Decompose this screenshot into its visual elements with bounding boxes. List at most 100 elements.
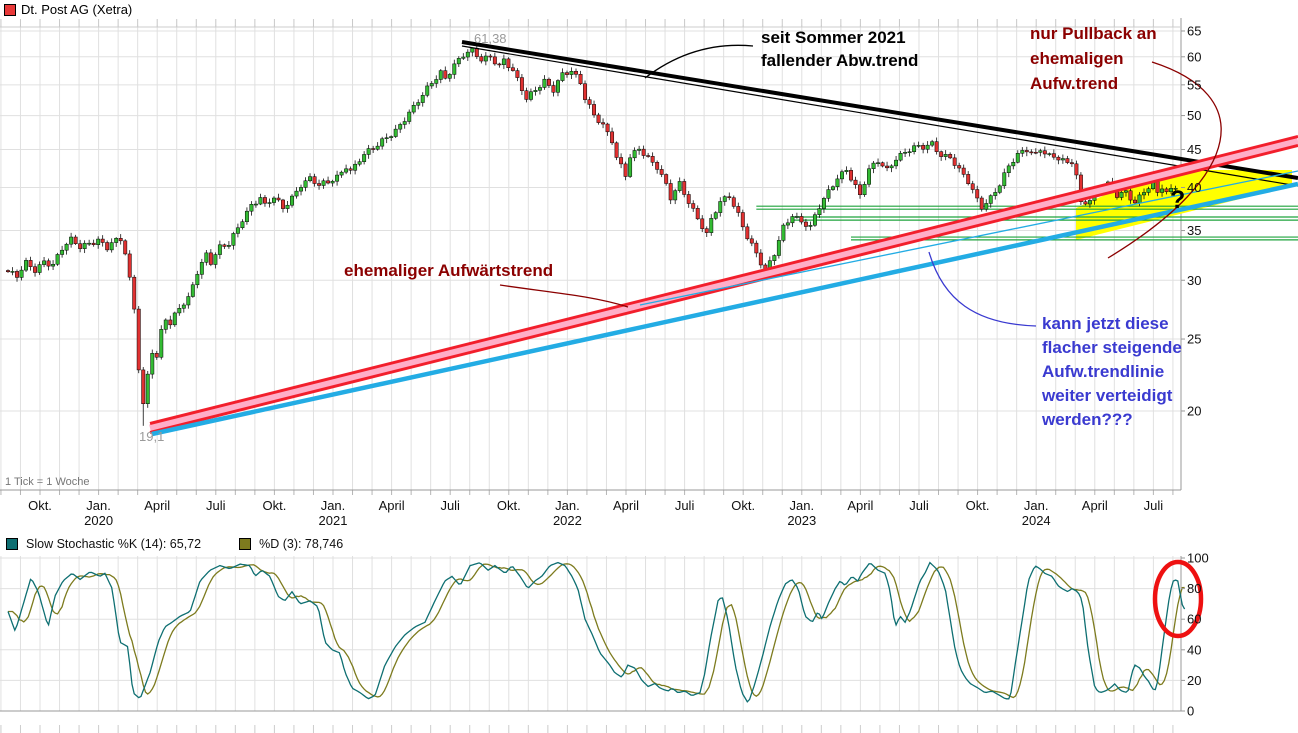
candle-body: [42, 260, 47, 265]
candle-body: [1078, 174, 1083, 202]
candle-body: [290, 195, 294, 206]
candle-body: [754, 242, 759, 254]
candle-body: [871, 162, 876, 169]
stoch-tick-label: 100: [1187, 551, 1209, 566]
candle-body: [501, 58, 506, 65]
candle-body: [348, 168, 353, 171]
candle-body: [317, 183, 322, 186]
candle-body: [425, 85, 430, 96]
annotation-blue-question: kann jetzt diese flacher steigende Aufw.…: [1042, 314, 1182, 429]
price-tick-label: 25: [1187, 332, 1201, 347]
candle-body: [799, 216, 804, 223]
candle-body: [371, 148, 376, 150]
annotation-pullback: nur Pullback an ehemaligen Aufw.trend: [1030, 24, 1157, 93]
candle-body: [1033, 151, 1038, 154]
candle-body: [619, 157, 624, 165]
candle-body: [488, 55, 493, 58]
candle-body: [808, 225, 813, 227]
candle-body: [817, 208, 822, 215]
candle-body: [1056, 156, 1061, 161]
candle-body: [1142, 192, 1146, 196]
candle-body: [785, 222, 790, 226]
x-axis-label: Juli: [675, 498, 695, 513]
x-axis-label: Okt.: [28, 498, 52, 513]
candle-body: [335, 174, 340, 182]
candle-body: [587, 99, 592, 105]
stochastic-k-swatch-icon: [6, 538, 18, 550]
candle-body: [1065, 158, 1070, 163]
annotation-former-uptrend: ehemaliger Aufwärtstrend: [344, 261, 554, 280]
candle-body: [190, 284, 195, 297]
candle-body: [722, 196, 727, 202]
candle-body: [560, 72, 565, 81]
candle-body: [695, 208, 700, 220]
candle-body: [740, 212, 745, 228]
candlestick-series: [6, 44, 1178, 426]
abwaertstrend-thin: [461, 45, 1298, 187]
candle-body: [1029, 151, 1034, 154]
x-axis-label: Juli: [909, 498, 929, 513]
x-axis-label: Okt.: [966, 498, 990, 513]
candle-body: [876, 162, 880, 164]
candle-body: [601, 122, 606, 125]
pointer-pullback: [1107, 61, 1222, 259]
candle-body: [515, 70, 520, 78]
candle-body: [1051, 153, 1056, 158]
candle-body: [1002, 172, 1007, 187]
price-tick-label: 40: [1187, 180, 1201, 195]
candle-body: [1173, 187, 1178, 190]
candle-body: [465, 51, 470, 58]
pointer-downtrend: [644, 44, 754, 79]
candle-body: [69, 236, 74, 245]
candle-body: [794, 216, 799, 218]
candle-body: [163, 319, 168, 330]
candle-body: [1124, 190, 1128, 193]
candle-body: [993, 192, 998, 196]
candle-body: [812, 214, 817, 226]
candle-body: [844, 170, 849, 172]
candle-body: [1074, 163, 1079, 176]
candle-body: [199, 262, 204, 275]
x-axis-label: Jan.: [555, 498, 580, 513]
candle-body: [700, 218, 705, 229]
candle-body: [434, 79, 439, 84]
tick-period-note: 1 Tick = 1 Woche: [5, 476, 90, 488]
candle-body: [28, 260, 33, 267]
candle-body: [749, 238, 754, 244]
candle-body: [461, 56, 466, 59]
candle-body: [479, 56, 484, 62]
candle-body: [226, 245, 231, 247]
candle-body: [952, 157, 957, 166]
candle-body: [150, 353, 155, 375]
candle-body: [64, 243, 69, 251]
candle-body: [623, 163, 628, 177]
candle-body: [628, 157, 633, 177]
candle-body: [1024, 150, 1029, 153]
candle-body: [1047, 153, 1052, 155]
candle-body: [181, 304, 186, 309]
pointer-blue: [928, 251, 1037, 327]
x-axis-year-label: 2023: [787, 513, 816, 528]
stochastic-d-line: [8, 563, 1185, 699]
candle-body: [416, 102, 421, 106]
chart-title: Dt. Post AG (Xetra): [4, 2, 132, 17]
candle-body: [1087, 200, 1092, 205]
candle-body: [939, 151, 944, 157]
price-tick-label: 65: [1187, 23, 1201, 38]
candle-body: [1069, 162, 1074, 165]
candle-body: [1015, 153, 1020, 163]
candle-body: [186, 296, 191, 306]
annotation-question-mark: ?: [1170, 186, 1186, 214]
candle-body: [862, 184, 867, 195]
candle-body: [970, 183, 975, 190]
candle-body: [172, 312, 177, 326]
price-tick-label: 45: [1187, 142, 1201, 157]
candle-body: [894, 159, 899, 167]
stochastic-d-label: %D (3): 78,746: [259, 537, 344, 551]
x-axis-label: Okt.: [262, 498, 286, 513]
candle-body: [979, 197, 984, 210]
axis-labels: 65 60 55 50 45 40 35 30 25 20 100 80 60 40 20 0 Okt. Jan.…: [28, 23, 1209, 718]
candle-body: [1133, 199, 1137, 204]
abwaertstrend-thick: [461, 40, 1298, 180]
candle-body: [456, 58, 461, 65]
